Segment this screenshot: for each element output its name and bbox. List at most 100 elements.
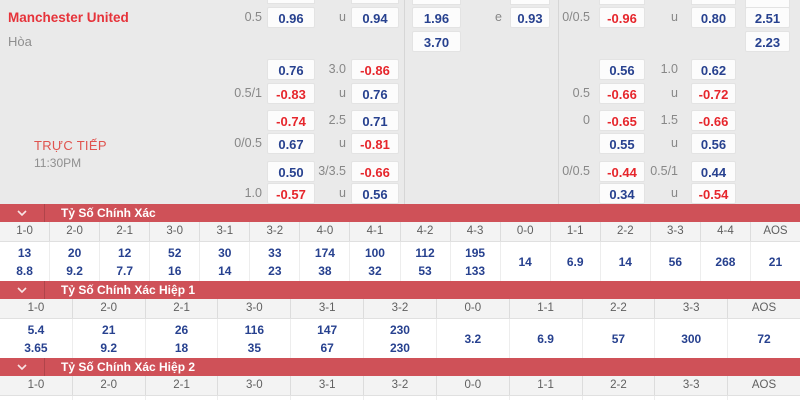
odds-box[interactable]: 0.56	[599, 59, 645, 80]
odds-box[interactable]: -0.65	[599, 110, 645, 131]
score-odds-cell[interactable]: 14	[599, 242, 650, 281]
score-odds-value: 26	[174, 322, 189, 337]
score-odds-cell[interactable]: 21 9.2	[71, 319, 145, 358]
odds-box[interactable]: 0.76	[267, 59, 315, 80]
odds-box[interactable]: -0.66	[351, 161, 399, 182]
score-odds-cell[interactable]: 30 14	[199, 242, 249, 281]
score-odds-cell[interactable]: 6.9	[549, 242, 600, 281]
odds-box[interactable]: 0.67	[267, 133, 315, 154]
odds-box[interactable]: 0.93	[510, 7, 550, 28]
score-label: 1-0	[16, 225, 33, 237]
handicap-label: 0/0.5	[562, 164, 590, 178]
score-odds-cell[interactable]: 116 35	[217, 319, 290, 358]
score-odds-value: 147	[317, 322, 338, 337]
odds-box[interactable]: 0.55	[599, 133, 645, 154]
cropped-odds-box	[351, 0, 399, 4]
handicap-label: 0.5/1	[234, 86, 262, 100]
handicap-label: u	[671, 136, 678, 150]
odds-box[interactable]: -0.96	[599, 7, 645, 28]
section-banner[interactable]: Tỷ Số Chính Xác	[0, 204, 800, 222]
odds-box[interactable]: 0.76	[351, 83, 399, 104]
odds-box[interactable]: -0.54	[691, 183, 736, 204]
section-title: Tỷ Số Chính Xác	[61, 206, 156, 220]
odds-box[interactable]: 2.51	[745, 7, 790, 28]
chevron-down-icon	[0, 204, 45, 222]
odds-box[interactable]: 0.62	[691, 59, 736, 80]
odds-box[interactable]: -0.86	[351, 59, 399, 80]
score-odds-cell	[0, 396, 72, 400]
score-label: AOS	[749, 222, 800, 241]
odds-box[interactable]: -0.66	[691, 110, 736, 131]
score-odds-cell[interactable]: 100 32	[349, 242, 399, 281]
score-label: 2-2	[581, 299, 655, 318]
score-odds-cell[interactable]: 14	[499, 242, 550, 281]
score-section: Tỷ Số Chính Xác 1-0 2-0 2-1 3-0 3-1 3-2 4-0 4-1…	[0, 204, 800, 281]
odds-box[interactable]: -0.44	[599, 161, 645, 182]
column-divider	[404, 0, 405, 204]
odds-box[interactable]: 0.96	[267, 7, 315, 28]
score-odds-cell[interactable]: 56	[649, 242, 700, 281]
odds-box[interactable]: -0.66	[599, 83, 645, 104]
handicap-label: 0.5	[244, 10, 262, 24]
score-odds-cell[interactable]: 52 16	[149, 242, 199, 281]
odds-box[interactable]: 0.80	[691, 7, 736, 28]
score-odds-cell[interactable]: 112 53	[399, 242, 450, 281]
handicap-label: 0	[583, 113, 590, 127]
handicap-label: u	[339, 136, 346, 150]
odds-box[interactable]: 0.56	[691, 133, 736, 154]
score-odds-cell[interactable]: 300	[654, 319, 727, 358]
score-odds-cell[interactable]: 147 67	[290, 319, 363, 358]
score-label: 3-0	[149, 222, 199, 241]
odds-box[interactable]: -0.81	[351, 133, 399, 154]
odds-box[interactable]: 0.50	[267, 161, 315, 182]
odds-box[interactable]: 0.71	[351, 110, 399, 131]
score-odds-cell[interactable]: 6.9	[508, 319, 582, 358]
score-odds-cell[interactable]: 5.4 3.65	[0, 319, 72, 358]
score-odds-cell	[290, 396, 363, 400]
score-odds-cell[interactable]: 12 7.7	[99, 242, 149, 281]
score-odds-cell[interactable]: 20 9.2	[49, 242, 99, 281]
score-odds-cell[interactable]: 195 133	[449, 242, 500, 281]
score-header-row: 1-0 2-0 2-1 3-0 3-1 3-2 4-0 4-1 4-2 4-3 0-0 1-1 2-2 3…	[0, 222, 800, 242]
odds-box[interactable]: -0.83	[267, 83, 315, 104]
score-odds-cell[interactable]: 21	[749, 242, 800, 281]
score-odds-cell[interactable]: 33 23	[249, 242, 299, 281]
score-odds-cell[interactable]: 13 8.8	[0, 242, 49, 281]
odds-grid: TRỰC TIẾP 11:30PM Manchester United 0.5 0.…	[0, 0, 800, 204]
score-odds-value: 14	[218, 263, 232, 278]
odds-box[interactable]: -0.72	[691, 83, 736, 104]
score-label: 3-2	[363, 376, 436, 395]
score-odds-value: 52	[168, 245, 182, 260]
score-odds-cell[interactable]: 174 38	[299, 242, 349, 281]
odds-box[interactable]: 1.96	[412, 7, 461, 28]
score-odds-cell[interactable]: 268	[699, 242, 750, 281]
odds-box[interactable]: 0.34	[599, 183, 645, 204]
score-label: 3-3	[654, 376, 727, 395]
section-banner[interactable]: Tỷ Số Chính Xác Hiệp 2	[0, 358, 800, 376]
odds-box[interactable]: 0.44	[691, 161, 736, 182]
score-odds-cell[interactable]: 26 18	[144, 319, 218, 358]
odds-box[interactable]: -0.74	[267, 110, 315, 131]
odds-box[interactable]: -0.57	[267, 183, 315, 204]
score-odds-value: 57	[611, 331, 626, 346]
section-banner[interactable]: Tỷ Số Chính Xác Hiệp 1	[0, 281, 800, 299]
score-odds-value: 38	[318, 263, 332, 278]
odds-box[interactable]: 3.70	[412, 31, 461, 52]
handicap-label: u	[671, 86, 678, 100]
score-label: 0-0	[499, 222, 550, 241]
handicap-label: u	[339, 10, 346, 24]
odds-box[interactable]: 0.94	[351, 7, 399, 28]
score-odds-value: 14	[518, 254, 532, 269]
score-odds-cell[interactable]: 3.2	[435, 319, 509, 358]
score-odds-value: 16	[168, 263, 182, 278]
score-odds-cell[interactable]: 57	[581, 319, 655, 358]
odds-box[interactable]: 2.23	[745, 31, 790, 52]
odds-box[interactable]: 0.56	[351, 183, 399, 204]
score-odds-value: 14	[618, 254, 632, 269]
score-odds-cell	[654, 396, 727, 400]
score-odds-cell[interactable]: 72	[727, 319, 800, 358]
score-odds-cell[interactable]: 230 230	[363, 319, 436, 358]
score-label: 3-1	[290, 376, 363, 395]
handicap-label: e	[495, 10, 502, 24]
score-label: 1-1	[508, 299, 582, 318]
